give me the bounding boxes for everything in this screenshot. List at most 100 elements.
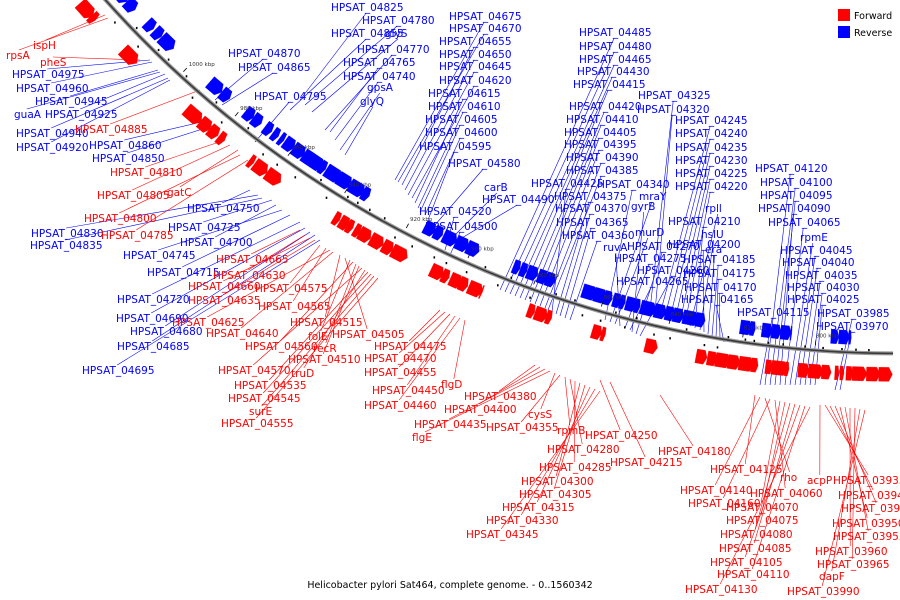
reverse-connector xyxy=(51,77,169,129)
forward-gene-label: HPSAT_04180 xyxy=(658,446,731,458)
reverse-gene-label: HPSAT_04500 xyxy=(425,221,498,233)
reverse-gene-label: HPSAT_04235 xyxy=(675,142,748,154)
reverse-gene-label: HPSAT_04920 xyxy=(16,142,89,154)
reverse-gene-label: HPSAT_04595 xyxy=(419,141,492,153)
reverse-gene-label: HPSAT_04405 xyxy=(564,127,637,139)
feature-tick xyxy=(411,245,413,248)
forward-connector xyxy=(251,229,301,255)
reverse-gene-label: HPSAT_03985 xyxy=(817,308,890,320)
reverse-gene-label: HPSAT_04230 xyxy=(675,155,748,167)
reverse-gene-label: HPSAT_04465 xyxy=(579,54,652,66)
reverse-gene-arrow xyxy=(275,131,288,146)
forward-gene-arrow xyxy=(599,326,607,342)
forward-connector xyxy=(760,401,786,516)
reverse-gene-arrow xyxy=(248,111,264,128)
reverse-gene-label: HPSAT_04415 xyxy=(573,79,646,91)
legend-reverse-label: Reverse xyxy=(854,28,892,39)
scale-tick-label: 840 kbp xyxy=(671,312,694,318)
forward-connector xyxy=(564,376,571,426)
forward-gene-arrow xyxy=(783,361,790,377)
reverse-gene-label: rpmE xyxy=(800,232,828,244)
scale-tick-label: 980 kbp xyxy=(240,106,263,112)
forward-connector xyxy=(223,237,311,282)
forward-gene-label: HPSAT_03950 xyxy=(832,518,900,530)
legend: Forward Reverse xyxy=(838,9,892,39)
forward-gene-label: recR xyxy=(313,343,337,355)
reverse-gene-label: HPSAT_04825 xyxy=(331,2,404,14)
reverse-gene-label: HPSAT_04700 xyxy=(180,237,253,249)
forward-connector xyxy=(753,403,796,544)
reverse-gene-label: HPSAT_04025 xyxy=(787,294,860,306)
reverse-connector xyxy=(339,92,381,151)
reverse-gene-label: HPSAT_04220 xyxy=(675,181,748,193)
reverse-connector xyxy=(427,151,455,221)
reverse-gene-label: HPSAT_04120 xyxy=(755,163,828,175)
feature-tick xyxy=(804,345,806,348)
scale-tick-label: 900 kbp xyxy=(471,247,494,253)
reverse-connector xyxy=(26,71,161,110)
forward-gene-label: HPSAT_04215 xyxy=(610,457,683,469)
reverse-connector xyxy=(794,255,816,386)
reverse-gene-label: HPSAT_04680 xyxy=(130,326,203,338)
reverse-gene-label: HPSAT_04425 xyxy=(531,178,604,190)
forward-connector xyxy=(241,251,334,329)
scale-tick-label: 860 kbp xyxy=(604,295,627,301)
forward-connector xyxy=(714,396,761,486)
reverse-gene-label: HPSAT_04610 xyxy=(428,101,501,113)
reverse-gene-arrow xyxy=(280,135,296,153)
forward-gene-label: HPSAT_04455 xyxy=(364,367,437,379)
feature-tick xyxy=(215,101,218,104)
reverse-connector xyxy=(182,214,291,268)
reverse-gene-arrow xyxy=(748,321,756,336)
reverse-connector xyxy=(679,178,711,323)
reverse-connector xyxy=(509,64,615,295)
reverse-gene-label: gyrB xyxy=(631,201,655,213)
forward-gene-label: HPSAT_04130 xyxy=(685,584,758,596)
forward-gene-label: HPSAT_04570 xyxy=(218,365,291,377)
forward-gene-label: HPSAT_04080 xyxy=(720,529,793,541)
reverse-gene-label: HPSAT_04830 xyxy=(31,228,104,240)
forward-gene-label: HPSAT_04800 xyxy=(84,213,157,225)
forward-gene-label: rpsA xyxy=(6,50,30,62)
feature-tick xyxy=(357,201,359,204)
forward-gene-arrow xyxy=(525,303,536,319)
feature-tick xyxy=(753,339,756,342)
genome-backbone xyxy=(102,0,894,356)
scale-tick-mark xyxy=(234,111,239,117)
reverse-connector xyxy=(551,188,567,313)
reverse-gene-label: glyS xyxy=(385,28,408,40)
reverse-gene-arrow xyxy=(440,228,457,247)
feature-tick xyxy=(510,276,513,279)
reverse-connector xyxy=(449,192,498,241)
reverse-gene-label: HPSAT_04795 xyxy=(254,91,327,103)
reverse-gene-label: HPSAT_04480 xyxy=(579,41,652,53)
scale-tick-mark xyxy=(287,151,292,157)
forward-connector xyxy=(569,378,583,445)
forward-connector xyxy=(555,382,581,477)
forward-gene-label: HPSAT_04510 xyxy=(288,354,361,366)
forward-gene-arrow xyxy=(85,10,100,24)
reverse-connector xyxy=(779,213,794,386)
reverse-gene-label: HPSAT_04750 xyxy=(187,203,260,215)
feature-tick xyxy=(574,299,576,302)
reverse-connector xyxy=(414,98,464,204)
scale-tick-label: 820 kbp xyxy=(744,325,767,331)
feature-tick xyxy=(394,236,396,239)
forward-connector xyxy=(573,380,576,463)
reverse-gene-label: HPSAT_04165 xyxy=(681,294,754,306)
forward-gene-label: HPSAT_04535 xyxy=(234,380,307,392)
feature-tick xyxy=(581,314,584,317)
forward-gene-arrow xyxy=(834,365,840,380)
forward-connector xyxy=(500,390,601,530)
forward-connector xyxy=(754,402,791,530)
forward-connector xyxy=(844,406,869,532)
reverse-connector xyxy=(311,38,398,113)
reverse-connector xyxy=(51,79,171,143)
feature-tick xyxy=(135,26,138,30)
reverse-connector xyxy=(419,124,461,213)
feature-tick xyxy=(615,311,617,314)
forward-connector xyxy=(831,408,861,572)
reverse-connector xyxy=(715,304,725,343)
feature-tick xyxy=(716,346,719,349)
forward-gene-label: HPSAT_04565 xyxy=(258,301,331,313)
